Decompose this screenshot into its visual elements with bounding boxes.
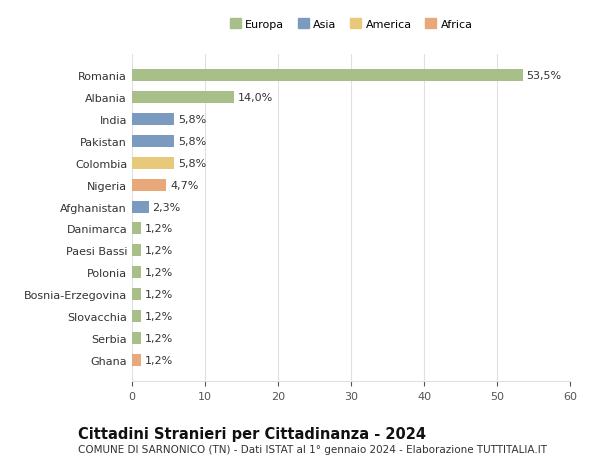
Bar	[132, 245, 141, 257]
Bar	[132, 70, 523, 82]
Bar	[132, 92, 234, 104]
Bar	[132, 114, 175, 126]
Text: 2,3%: 2,3%	[152, 202, 181, 212]
Text: 4,7%: 4,7%	[170, 180, 199, 190]
Bar	[132, 310, 141, 322]
Text: 1,2%: 1,2%	[145, 311, 173, 321]
Bar	[132, 201, 149, 213]
Bar	[132, 289, 141, 301]
Bar	[132, 332, 141, 344]
Text: 1,2%: 1,2%	[145, 224, 173, 234]
Text: Cittadini Stranieri per Cittadinanza - 2024: Cittadini Stranieri per Cittadinanza - 2…	[78, 426, 426, 441]
Text: 1,2%: 1,2%	[145, 290, 173, 300]
Text: 1,2%: 1,2%	[145, 246, 173, 256]
Text: 1,2%: 1,2%	[145, 333, 173, 343]
Bar	[132, 179, 166, 191]
Text: 5,8%: 5,8%	[178, 115, 206, 125]
Legend: Europa, Asia, America, Africa: Europa, Asia, America, Africa	[225, 15, 477, 34]
Text: 5,8%: 5,8%	[178, 136, 206, 146]
Text: 1,2%: 1,2%	[145, 355, 173, 365]
Text: 53,5%: 53,5%	[526, 71, 562, 81]
Bar	[132, 354, 141, 366]
Text: 1,2%: 1,2%	[145, 268, 173, 278]
Bar	[132, 135, 175, 147]
Text: COMUNE DI SARNONICO (TN) - Dati ISTAT al 1° gennaio 2024 - Elaborazione TUTTITAL: COMUNE DI SARNONICO (TN) - Dati ISTAT al…	[78, 444, 547, 454]
Text: 14,0%: 14,0%	[238, 93, 273, 103]
Bar	[132, 157, 175, 169]
Bar	[132, 267, 141, 279]
Text: 5,8%: 5,8%	[178, 158, 206, 168]
Bar	[132, 223, 141, 235]
